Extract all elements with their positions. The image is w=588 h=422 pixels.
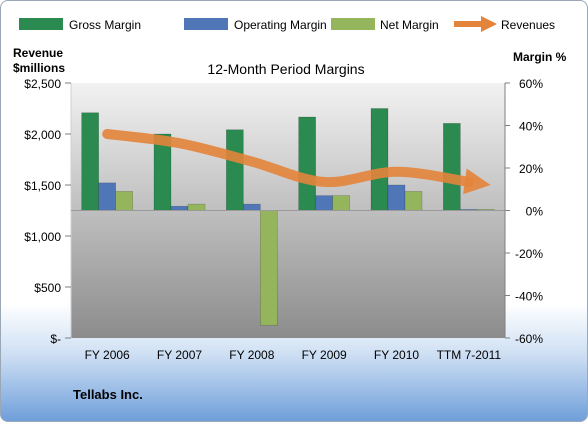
legend-swatch-net-margin	[331, 18, 375, 30]
x-tick-label: FY 2006	[85, 348, 130, 362]
right-tick-label: -40%	[515, 290, 543, 304]
bar-gross-margin	[298, 116, 316, 211]
left-tick-label: $500	[34, 281, 61, 295]
company-name: Tellabs Inc.	[73, 387, 143, 402]
left-axis-title-line1: Revenue	[13, 46, 63, 60]
bar-net-margin	[115, 191, 133, 211]
right-axis: 60% 40% 20% 0% -20% -40% -60%	[504, 77, 544, 346]
x-tick-label: FY 2010	[374, 348, 419, 362]
legend-arrowhead-revenues	[481, 16, 497, 32]
left-tick-label: $1,000	[24, 230, 61, 244]
right-tick-label: 60%	[519, 77, 543, 91]
left-tick-label: $1,500	[24, 179, 61, 193]
legend-swatch-operating-margin	[184, 18, 228, 30]
bar-operating-margin	[387, 184, 406, 211]
chart-title: 12-Month Period Margins	[207, 61, 364, 77]
left-axis-title-line2: $millions	[13, 61, 65, 75]
bar-operating-margin	[315, 195, 333, 211]
right-tick-label: 0%	[526, 205, 544, 219]
x-tick-label: FY 2009	[302, 348, 347, 362]
bar-gross-margin	[370, 108, 389, 211]
left-tick-label: $2,500	[24, 77, 61, 91]
x-axis: FY 2006 FY 2007 FY 2008 FY 2009 FY 2010 TTM 7…	[85, 348, 502, 362]
right-tick-label: 20%	[519, 162, 543, 176]
legend-label-operating-margin: Operating Margin	[234, 18, 327, 32]
bar-net-margin	[404, 191, 423, 211]
legend-label-net-margin: Net Margin	[380, 18, 439, 32]
bar-operating-margin	[98, 182, 116, 211]
left-axis: $- $500 $1,000 $1,500 $2,000 $2,500	[24, 77, 71, 346]
right-tick-label: -20%	[515, 247, 543, 261]
x-tick-label: FY 2008	[229, 348, 274, 362]
right-axis-title: Margin %	[513, 50, 567, 64]
x-tick-label: TTM 7-2011	[437, 348, 502, 362]
bars	[71, 108, 505, 326]
bar-net-margin	[260, 210, 278, 326]
right-tick-label: -60%	[515, 332, 543, 346]
legend-label-revenues: Revenues	[501, 18, 555, 32]
legend-label-gross-margin: Gross Margin	[69, 18, 141, 32]
right-tick-label: 40%	[519, 120, 543, 134]
revenues-arrowhead	[463, 168, 491, 195]
left-tick-label: $-	[50, 332, 61, 346]
left-tick-label: $2,000	[24, 128, 61, 142]
bar-net-margin	[332, 195, 350, 211]
bar-gross-margin	[81, 112, 99, 211]
bar-gross-margin	[443, 123, 461, 211]
revenues-line-path	[102, 129, 474, 188]
x-tick-label: FY 2007	[157, 348, 202, 362]
legend: Gross Margin Operating Margin Net Margin…	[19, 16, 555, 32]
bar-net-margin	[187, 203, 206, 211]
bar-operating-margin	[243, 203, 261, 211]
revenues-line	[102, 129, 491, 195]
bar-gross-margin	[226, 129, 244, 211]
bar-operating-margin	[170, 205, 189, 211]
legend-swatch-gross-margin	[19, 18, 63, 30]
